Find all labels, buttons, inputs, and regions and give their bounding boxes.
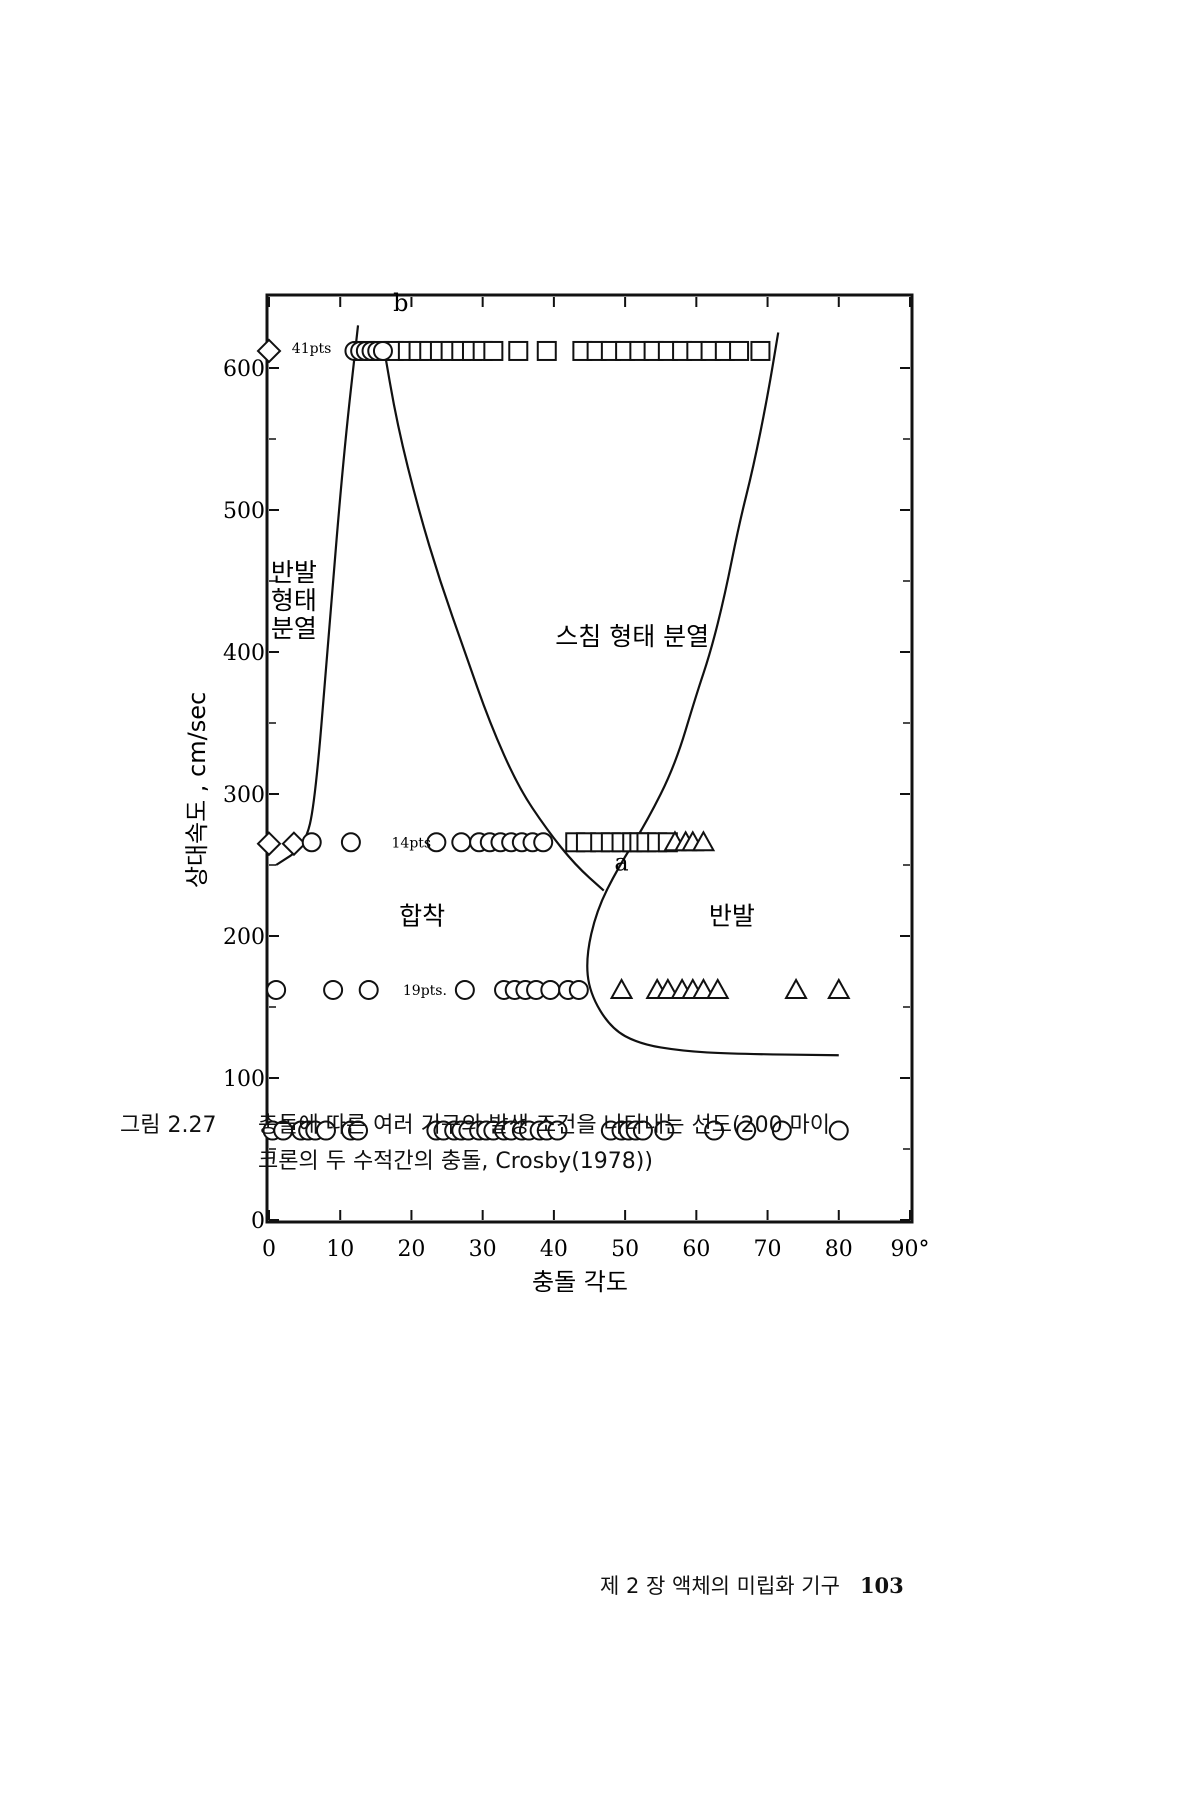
triangle-marker <box>784 977 808 999</box>
y-tick-label: 100 <box>223 1067 265 1092</box>
circle-marker <box>736 1120 757 1141</box>
page-footer: 제 2 장 액체의 미립화 기구 103 <box>600 1570 904 1600</box>
y-tick-label: 500 <box>223 499 265 524</box>
y-tick-label: 200 <box>223 925 265 950</box>
diamond-marker <box>281 831 307 857</box>
point-count-annotation: 14pts <box>392 835 432 851</box>
circle-marker <box>451 832 472 853</box>
x-tick-label: 30 <box>469 1237 497 1262</box>
region-label: 분열 <box>271 614 317 643</box>
square-marker <box>536 340 557 361</box>
boundary-curve <box>275 325 360 866</box>
region-label: 합착 <box>399 902 445 931</box>
region-label: 형태 <box>271 586 317 615</box>
square-marker <box>483 340 504 361</box>
caption-label: 그림 2.27 <box>120 1113 217 1138</box>
x-tick-label: 50 <box>611 1237 639 1262</box>
circle-marker <box>301 832 322 853</box>
triangle-marker <box>827 977 851 999</box>
circle-marker <box>340 832 361 853</box>
y-tick-label: 400 <box>223 641 265 666</box>
circle-marker <box>533 832 554 853</box>
x-tick-label: 10 <box>326 1237 354 1262</box>
circle-marker <box>358 979 379 1000</box>
circle-marker <box>348 1120 369 1141</box>
diamond-marker <box>256 831 282 857</box>
x-tick-label: 20 <box>397 1237 425 1262</box>
page-number: 103 <box>859 1573 904 1598</box>
point-label: b <box>393 289 408 317</box>
y-axis-label: 상대속도 , cm/sec <box>183 692 211 888</box>
triangle-marker <box>706 977 730 999</box>
data-markers <box>256 338 851 1141</box>
x-tick-label: 70 <box>754 1237 782 1262</box>
x-tick-label: 0 <box>262 1237 276 1262</box>
x-tick-label: 90° <box>891 1237 930 1262</box>
circle-marker <box>426 832 447 853</box>
chapter-title: 제 2 장 액체의 미립화 기구 <box>600 1574 840 1598</box>
circle-marker <box>372 340 393 361</box>
circle-marker <box>547 1120 568 1141</box>
circle-marker <box>315 1120 336 1141</box>
triangle-marker <box>691 830 716 852</box>
y-tick-label: 600 <box>223 357 265 382</box>
circle-marker <box>454 979 475 1000</box>
axis-ticks: 0 10 20 30 40 50 60 70 80 90° 0 100 200 300 400 500 600 <box>223 297 930 1262</box>
caption-line-2: 크론의 두 수적간의 충돌, Crosby(1978)) <box>258 1149 653 1174</box>
boundary-curve <box>381 342 605 892</box>
region-label: 반발 <box>709 902 755 931</box>
point-count-annotation: 19pts. <box>403 983 447 999</box>
x-tick-label: 80 <box>825 1237 853 1262</box>
circle-marker <box>323 979 344 1000</box>
x-axis-label: 충돌 각도 <box>532 1268 628 1296</box>
circle-marker <box>654 1120 675 1141</box>
square-marker <box>729 340 750 361</box>
triangle-marker <box>656 977 680 999</box>
circle-marker <box>704 1120 725 1141</box>
region-label: 반발 <box>271 558 317 587</box>
circle-marker <box>771 1120 792 1141</box>
x-tick-label: 40 <box>540 1237 568 1262</box>
circle-marker <box>266 979 287 1000</box>
boundary-curve <box>586 332 839 1057</box>
region-label: 스침 형태 분열 <box>555 622 709 651</box>
square-marker <box>750 340 771 361</box>
plot-frame <box>265 293 914 1224</box>
triangle-marker <box>691 977 716 999</box>
diamond-marker <box>256 338 282 364</box>
circle-marker <box>828 1120 849 1141</box>
circle-marker <box>540 979 561 1000</box>
circle-marker <box>632 1120 653 1141</box>
square-marker <box>508 340 529 361</box>
regime-boundaries <box>275 325 839 1057</box>
y-tick-label: 0 <box>251 1209 265 1234</box>
caption-line-1: 충돌에 따른 여러 기구의 발생 조건을 나타내는 선도(200 마이 <box>258 1113 831 1138</box>
triangle-marker <box>609 977 634 999</box>
x-tick-label: 60 <box>682 1237 710 1262</box>
circle-marker <box>568 979 589 1000</box>
point-label: a <box>614 849 628 877</box>
point-count-annotation: 41pts <box>292 341 332 357</box>
y-tick-label: 300 <box>223 783 265 808</box>
